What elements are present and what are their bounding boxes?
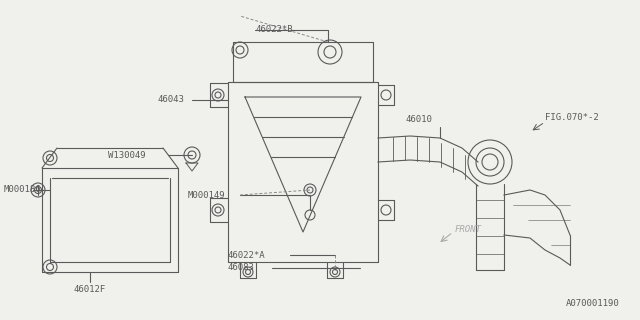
Circle shape bbox=[330, 267, 340, 277]
Circle shape bbox=[236, 46, 244, 54]
Circle shape bbox=[324, 46, 336, 58]
Text: M000149: M000149 bbox=[188, 190, 226, 199]
Text: 46010: 46010 bbox=[406, 116, 433, 124]
Circle shape bbox=[212, 89, 224, 101]
Circle shape bbox=[232, 42, 248, 58]
Circle shape bbox=[47, 155, 54, 162]
Circle shape bbox=[188, 151, 196, 159]
Circle shape bbox=[381, 90, 391, 100]
Circle shape bbox=[215, 92, 221, 98]
Text: 46012F: 46012F bbox=[73, 285, 105, 294]
Circle shape bbox=[31, 183, 45, 197]
Circle shape bbox=[215, 207, 221, 213]
Text: FIG.070*-2: FIG.070*-2 bbox=[545, 114, 599, 123]
Circle shape bbox=[47, 263, 54, 270]
Circle shape bbox=[468, 140, 512, 184]
Circle shape bbox=[243, 267, 253, 277]
Circle shape bbox=[43, 151, 57, 165]
Circle shape bbox=[318, 40, 342, 64]
Text: FRONT: FRONT bbox=[455, 226, 482, 235]
Circle shape bbox=[246, 269, 250, 275]
Text: 46022*A: 46022*A bbox=[228, 251, 266, 260]
Circle shape bbox=[212, 204, 224, 216]
Circle shape bbox=[35, 187, 42, 194]
Circle shape bbox=[482, 154, 498, 170]
Circle shape bbox=[307, 187, 313, 193]
Text: A070001190: A070001190 bbox=[566, 299, 620, 308]
Circle shape bbox=[184, 147, 200, 163]
Text: W130049: W130049 bbox=[108, 150, 146, 159]
Text: 46022*B: 46022*B bbox=[255, 26, 292, 35]
Text: 46043: 46043 bbox=[158, 95, 185, 105]
Circle shape bbox=[304, 184, 316, 196]
Circle shape bbox=[305, 210, 315, 220]
Circle shape bbox=[381, 205, 391, 215]
Text: 46083: 46083 bbox=[228, 263, 255, 273]
Text: M000186: M000186 bbox=[4, 186, 42, 195]
Circle shape bbox=[43, 260, 57, 274]
Circle shape bbox=[333, 269, 337, 275]
Circle shape bbox=[476, 148, 504, 176]
